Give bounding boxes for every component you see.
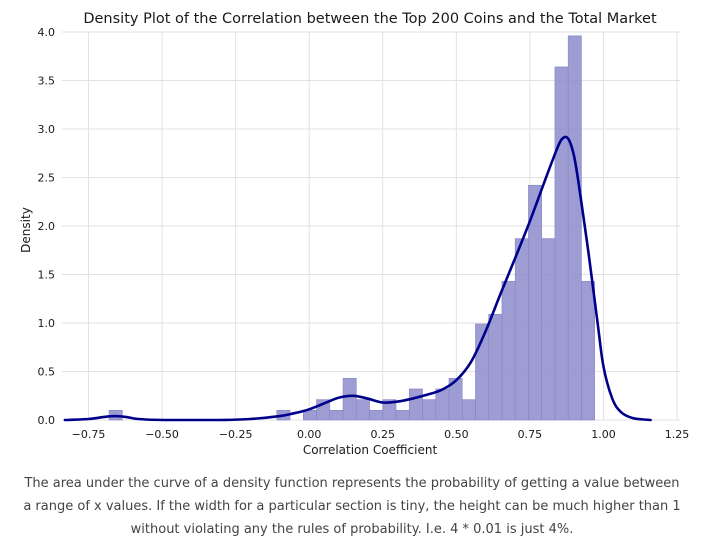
histogram-bar — [567, 35, 582, 421]
histogram-bar — [395, 409, 410, 421]
histogram-bar — [554, 66, 569, 421]
x-tick-label: −0.75 — [72, 428, 106, 441]
histogram-bar — [329, 409, 344, 421]
chart-title: Density Plot of the Correlation between … — [83, 11, 657, 27]
histogram-bar — [461, 399, 476, 421]
histogram-bar — [448, 377, 463, 421]
y-tick-label: 0.5 — [38, 366, 56, 379]
x-tick-label: 0.75 — [518, 428, 543, 441]
y-tick-label: 2.5 — [38, 172, 56, 185]
histogram-bar — [408, 388, 423, 421]
histogram-bar — [488, 313, 503, 421]
x-tick-label: −0.25 — [219, 428, 253, 441]
caption: The area under the curve of a density fu… — [23, 476, 681, 537]
y-tick-label: 4.0 — [38, 26, 56, 39]
histogram-bar — [382, 399, 397, 421]
y-tick-label: 1.0 — [38, 317, 56, 330]
y-tick-label: 2.0 — [38, 220, 56, 233]
histogram-bar — [342, 377, 357, 421]
x-tick-label: −0.50 — [145, 428, 179, 441]
x-tick-label: 1.00 — [591, 428, 616, 441]
y-tick-label: 0.0 — [38, 414, 56, 427]
y-tick-label: 1.5 — [38, 269, 56, 282]
histogram-bar — [435, 388, 450, 421]
x-axis: −0.75 −0.50 −0.25 0.00 0.25 0.50 0.75 1.00 1.25 — [72, 428, 690, 441]
y-tick-label: 3.5 — [38, 75, 56, 88]
histogram-bar — [369, 409, 384, 421]
x-tick-label: 0.50 — [444, 428, 469, 441]
x-axis-label: Correlation Coefficient — [303, 443, 438, 457]
histogram-bar — [422, 399, 437, 421]
kde-curve — [63, 135, 652, 422]
histogram-bar — [581, 280, 595, 421]
histogram-bar — [541, 238, 556, 421]
histogram-bar — [514, 238, 529, 421]
density-chart: Density Plot of the Correlation between … — [19, 11, 690, 457]
histogram-bars — [108, 35, 595, 421]
histogram-bar — [501, 280, 516, 421]
x-tick-label: 0.25 — [371, 428, 396, 441]
y-tick-label: 3.0 — [38, 123, 56, 136]
x-tick-label: 1.25 — [665, 428, 690, 441]
x-tick-label: 0.00 — [297, 428, 322, 441]
y-axis-label: Density — [19, 207, 33, 253]
y-axis: 0.0 0.5 1.0 1.5 2.0 2.5 3.0 3.5 4.0 — [38, 26, 56, 427]
histogram-bar — [355, 399, 370, 421]
